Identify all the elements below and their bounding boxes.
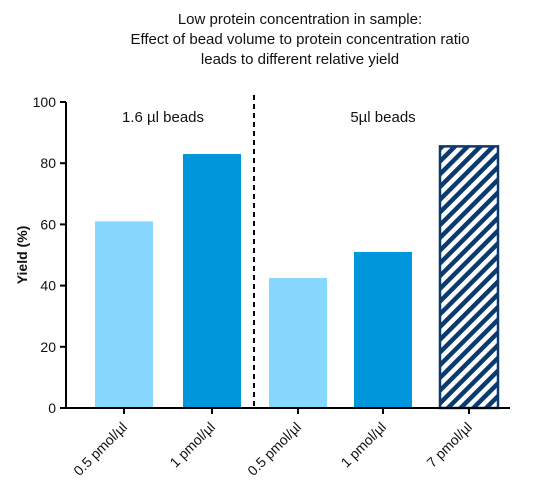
bar [438,145,500,410]
y-tick-label: 0 [48,400,56,416]
y-tick-label: 80 [40,155,56,171]
group-label: 1.6 µl beads [122,109,204,126]
x-axis-ticks: 0.5 pmol/µl 1 pmol/µl 0.5 pmol/µl 1 pmol/µl… [70,408,475,479]
bar [354,251,412,408]
y-tick-label: 20 [40,339,56,355]
group-label: 5µl beads [350,109,415,126]
bar [183,154,241,408]
x-tick-label: 0.5 pmol/µl [244,419,304,479]
x-tick-label: 1 pmol/µl [337,419,389,471]
chart-title-line-2: Effect of bead volume to protein concent… [130,31,469,48]
chart-title: Low protein concentration in sample: Eff… [130,11,469,68]
y-axis-ticks: 0 20 40 60 80 100 [33,94,66,416]
y-tick-label: 100 [33,94,57,110]
x-tick-label: 0.5 pmol/µl [70,419,130,479]
y-axis-label: Yield (%) [14,226,30,285]
bar [95,221,153,408]
x-tick-label: 1 pmol/µl [166,419,218,471]
chart-title-line-3: leads to different relative yield [201,51,399,68]
x-tick-label: 7 pmol/µl [423,419,475,471]
y-tick-label: 40 [40,278,56,294]
chart-title-line-1: Low protein concentration in sample: [178,11,422,28]
bar [269,277,327,408]
y-tick-label: 60 [40,216,56,232]
bars [95,145,500,410]
group-labels: 1.6 µl beads 5µl beads [122,109,416,126]
